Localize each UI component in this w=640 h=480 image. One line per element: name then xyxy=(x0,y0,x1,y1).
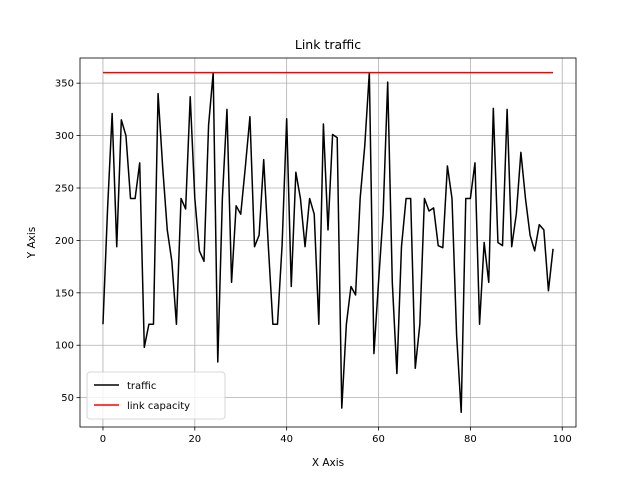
series-lines xyxy=(102,71,554,414)
y-tick-label: 300 xyxy=(55,131,74,142)
legend-label: link capacity xyxy=(127,401,190,412)
legend: traffic link capacity xyxy=(86,371,226,420)
y-tick-label: 50 xyxy=(61,393,74,404)
legend-box xyxy=(86,371,226,420)
y-tick-label: 250 xyxy=(55,183,74,194)
chart-title: Link traffic xyxy=(295,37,361,52)
y-tick-label: 200 xyxy=(55,236,74,247)
y-tick-label: 350 xyxy=(55,79,74,90)
x-tick-label: 40 xyxy=(280,434,293,445)
x-tick-label: 0 xyxy=(100,434,106,445)
y-tick-label: 100 xyxy=(55,341,74,352)
x-tick-label: 60 xyxy=(372,434,385,445)
y-axis-label: Y Axis xyxy=(26,227,38,260)
legend-label: traffic xyxy=(127,381,156,392)
x-tick-label: 100 xyxy=(553,434,572,445)
y-tick-label: 150 xyxy=(55,288,74,299)
series-line-traffic xyxy=(102,71,554,414)
x-tick-label: 80 xyxy=(464,434,477,445)
x-tick-label: 20 xyxy=(188,434,201,445)
x-axis-label: X Axis xyxy=(312,457,344,469)
axis-ticks: 0 20 40 60 80 100 50 100 150 200 250 300 350 xyxy=(55,79,572,445)
plot-frame xyxy=(79,57,577,428)
